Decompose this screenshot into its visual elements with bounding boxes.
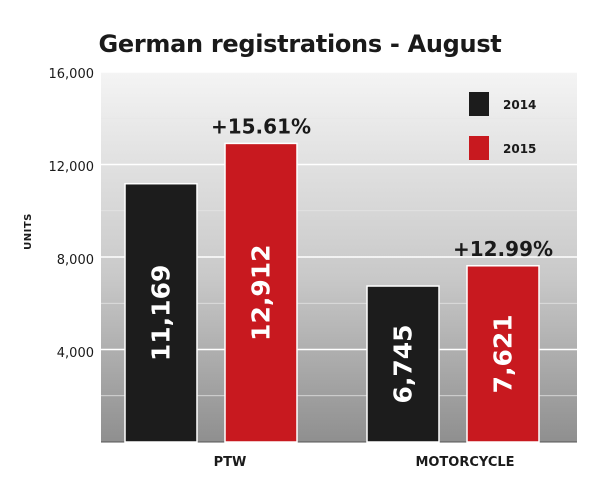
x-tick-label-motorcycle: MOTORCYCLE xyxy=(415,455,515,470)
bar-motorcycle-2015 xyxy=(466,265,540,443)
data-label-motorcycle-2014: 6,745 xyxy=(389,324,418,403)
y-tick-label-16000: 16,000 xyxy=(48,67,95,82)
change-label-ptw: +15.61% xyxy=(211,114,311,138)
legend-label-2014: 2014 xyxy=(503,98,536,112)
legend-swatch-2014 xyxy=(469,92,489,116)
y-tick-label-4000: 4,000 xyxy=(56,346,94,361)
bar-ptw-2014 xyxy=(124,182,198,443)
chart-title: German registrations - August xyxy=(98,30,502,58)
bar-ptw-2015 xyxy=(224,142,298,443)
data-label-ptw-2014: 11,169 xyxy=(147,265,176,361)
change-label-motorcycle: +12.99% xyxy=(453,237,553,261)
bar-motorcycle-2014 xyxy=(366,285,440,443)
y-tick-label-8000: 8,000 xyxy=(56,253,94,268)
y-tick-label-12000: 12,000 xyxy=(48,160,95,175)
data-label-ptw-2015: 12,912 xyxy=(247,244,276,340)
x-tick-label-ptw: PTW xyxy=(213,455,247,470)
data-label-motorcycle-2015: 7,621 xyxy=(489,314,518,393)
legend-swatch-2015 xyxy=(469,136,489,160)
legend-label-2015: 2015 xyxy=(503,142,536,156)
